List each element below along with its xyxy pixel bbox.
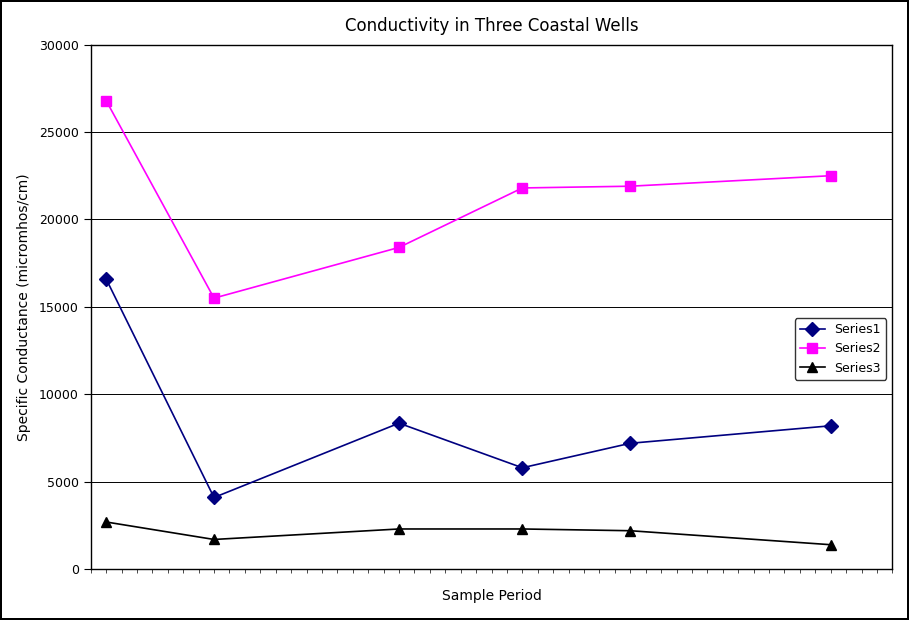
- Series2: [394, 244, 405, 251]
- Series3: [624, 527, 635, 534]
- Series3: [208, 536, 219, 543]
- Line: Series3: Series3: [101, 517, 835, 549]
- Series1: [101, 275, 112, 283]
- Series3: [394, 525, 405, 533]
- Y-axis label: Specific Conductance (micromhos/cm): Specific Conductance (micromhos/cm): [16, 173, 31, 441]
- Title: Conductivity in Three Coastal Wells: Conductivity in Three Coastal Wells: [345, 17, 638, 35]
- Series1: [208, 494, 219, 501]
- Series1: [517, 464, 528, 471]
- Line: Series1: Series1: [101, 274, 835, 502]
- Series2: [517, 184, 528, 192]
- Series1: [624, 440, 635, 447]
- X-axis label: Sample Period: Sample Period: [442, 590, 542, 603]
- Series2: [208, 294, 219, 302]
- Series2: [825, 172, 836, 179]
- Series1: [394, 420, 405, 427]
- Line: Series2: Series2: [101, 95, 835, 303]
- Series2: [101, 97, 112, 104]
- Series3: [825, 541, 836, 549]
- Series3: [517, 525, 528, 533]
- Series2: [624, 182, 635, 190]
- Legend: Series1, Series2, Series3: Series1, Series2, Series3: [794, 318, 886, 379]
- Series3: [101, 518, 112, 526]
- Series1: [825, 422, 836, 430]
